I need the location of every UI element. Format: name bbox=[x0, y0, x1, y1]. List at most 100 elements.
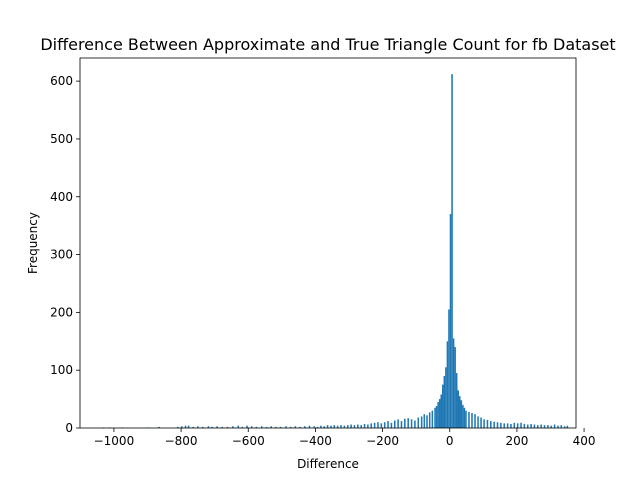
y-tick-label: 500 bbox=[50, 132, 73, 146]
histogram-bar bbox=[471, 412, 473, 428]
x-axis-label: Difference bbox=[297, 457, 359, 471]
histogram-bar bbox=[486, 419, 489, 428]
x-tick-label: 200 bbox=[505, 434, 528, 448]
histogram-bar bbox=[261, 426, 263, 428]
chart-title: Difference Between Approximate and True … bbox=[40, 35, 615, 54]
histogram-bar bbox=[303, 426, 306, 428]
histogram-bar bbox=[367, 424, 369, 428]
histogram-bar bbox=[454, 347, 456, 428]
histogram-bar bbox=[506, 423, 509, 428]
histogram-bar bbox=[275, 426, 277, 428]
histogram-bar bbox=[530, 423, 532, 428]
histogram-bar bbox=[477, 416, 479, 428]
histogram-bar bbox=[326, 425, 329, 428]
histogram-bar bbox=[241, 426, 244, 428]
histogram-bar bbox=[459, 396, 461, 428]
histogram-bar bbox=[370, 423, 373, 428]
histogram-bar bbox=[493, 421, 495, 428]
x-axis-ticks: −1000 −800 −600 −400 −200 0 200 400 bbox=[94, 428, 596, 448]
histogram-bar bbox=[537, 425, 539, 428]
plot-frame bbox=[79, 57, 577, 429]
histogram-bar bbox=[407, 418, 409, 428]
y-axis-ticks: 0 100 200 300 400 500 600 bbox=[50, 74, 80, 435]
histogram-bar bbox=[443, 375, 446, 428]
histogram-bar bbox=[435, 406, 438, 428]
histogram-bar bbox=[158, 426, 160, 428]
histogram-bar bbox=[438, 399, 441, 428]
histogram-bar bbox=[496, 422, 499, 428]
histogram-bar bbox=[316, 426, 319, 428]
histogram-bar bbox=[455, 373, 458, 428]
histogram-bar bbox=[320, 425, 322, 428]
y-tick-label: 200 bbox=[50, 305, 73, 319]
histogram-bar bbox=[221, 426, 223, 428]
histogram-bar bbox=[390, 422, 393, 428]
y-tick-label: 100 bbox=[50, 363, 73, 377]
histogram-bar bbox=[533, 424, 536, 428]
histogram-bar bbox=[510, 423, 512, 428]
histogram-bar bbox=[323, 426, 326, 428]
histogram-bar bbox=[452, 338, 455, 428]
histogram-bar bbox=[457, 390, 460, 428]
histogram-bar bbox=[211, 426, 213, 428]
histogram-bar bbox=[460, 400, 463, 428]
y-tick-label: 400 bbox=[50, 190, 73, 204]
histogram-bar bbox=[468, 411, 470, 428]
histogram-bar bbox=[410, 419, 413, 428]
bars-group bbox=[102, 74, 569, 428]
histogram-bar bbox=[216, 426, 218, 428]
histogram-bar bbox=[313, 426, 315, 428]
histogram-bar bbox=[377, 422, 379, 428]
histogram-bar bbox=[550, 425, 553, 428]
histogram-bar bbox=[270, 426, 272, 428]
histogram-bar bbox=[192, 426, 195, 428]
histogram-bar bbox=[232, 426, 234, 428]
histogram-bar bbox=[516, 423, 519, 428]
histogram-bar bbox=[451, 74, 453, 428]
histogram-bar bbox=[440, 394, 443, 428]
histogram-bar bbox=[560, 425, 563, 428]
histogram-bar bbox=[404, 418, 406, 428]
histogram-bar bbox=[294, 426, 297, 428]
y-tick-label: 600 bbox=[50, 74, 73, 88]
x-tick-label: −200 bbox=[366, 434, 399, 448]
histogram-bar bbox=[363, 423, 366, 428]
histogram-bar bbox=[373, 422, 376, 428]
histogram-bar bbox=[184, 425, 187, 428]
histogram-bar bbox=[353, 425, 356, 428]
histogram-bar bbox=[250, 426, 253, 428]
x-tick-label: 0 bbox=[446, 434, 454, 448]
histogram-bar bbox=[448, 309, 450, 428]
histogram-bar bbox=[446, 341, 449, 428]
histogram-bar bbox=[397, 419, 399, 428]
x-tick-label: 400 bbox=[573, 434, 596, 448]
histogram-bar bbox=[463, 407, 466, 428]
x-tick-label: −600 bbox=[232, 434, 265, 448]
histogram-bar bbox=[393, 420, 396, 428]
y-axis-label: Frequency bbox=[26, 212, 40, 274]
histogram-bar bbox=[428, 412, 431, 428]
histogram-bar bbox=[226, 426, 229, 428]
histogram-bar bbox=[343, 425, 346, 428]
x-tick-label: −400 bbox=[299, 434, 332, 448]
histogram-bar bbox=[417, 417, 420, 428]
histogram-bar bbox=[462, 404, 464, 428]
histogram-bar bbox=[426, 415, 428, 428]
histogram-bar bbox=[360, 425, 362, 428]
histogram-bar bbox=[187, 425, 190, 428]
histogram-bar bbox=[449, 214, 452, 428]
histogram-bar bbox=[434, 407, 436, 428]
histogram-bar bbox=[437, 401, 439, 428]
histogram-bar bbox=[483, 419, 485, 428]
histogram-bar bbox=[553, 424, 556, 428]
histogram-bar bbox=[177, 426, 179, 428]
histogram-bar bbox=[500, 422, 502, 428]
histogram-bar bbox=[543, 425, 546, 428]
histogram-bar bbox=[350, 424, 352, 428]
histogram-bar bbox=[387, 421, 389, 428]
histogram-bar bbox=[201, 426, 204, 428]
histogram-bar bbox=[340, 425, 342, 428]
histogram-bar bbox=[289, 426, 292, 428]
